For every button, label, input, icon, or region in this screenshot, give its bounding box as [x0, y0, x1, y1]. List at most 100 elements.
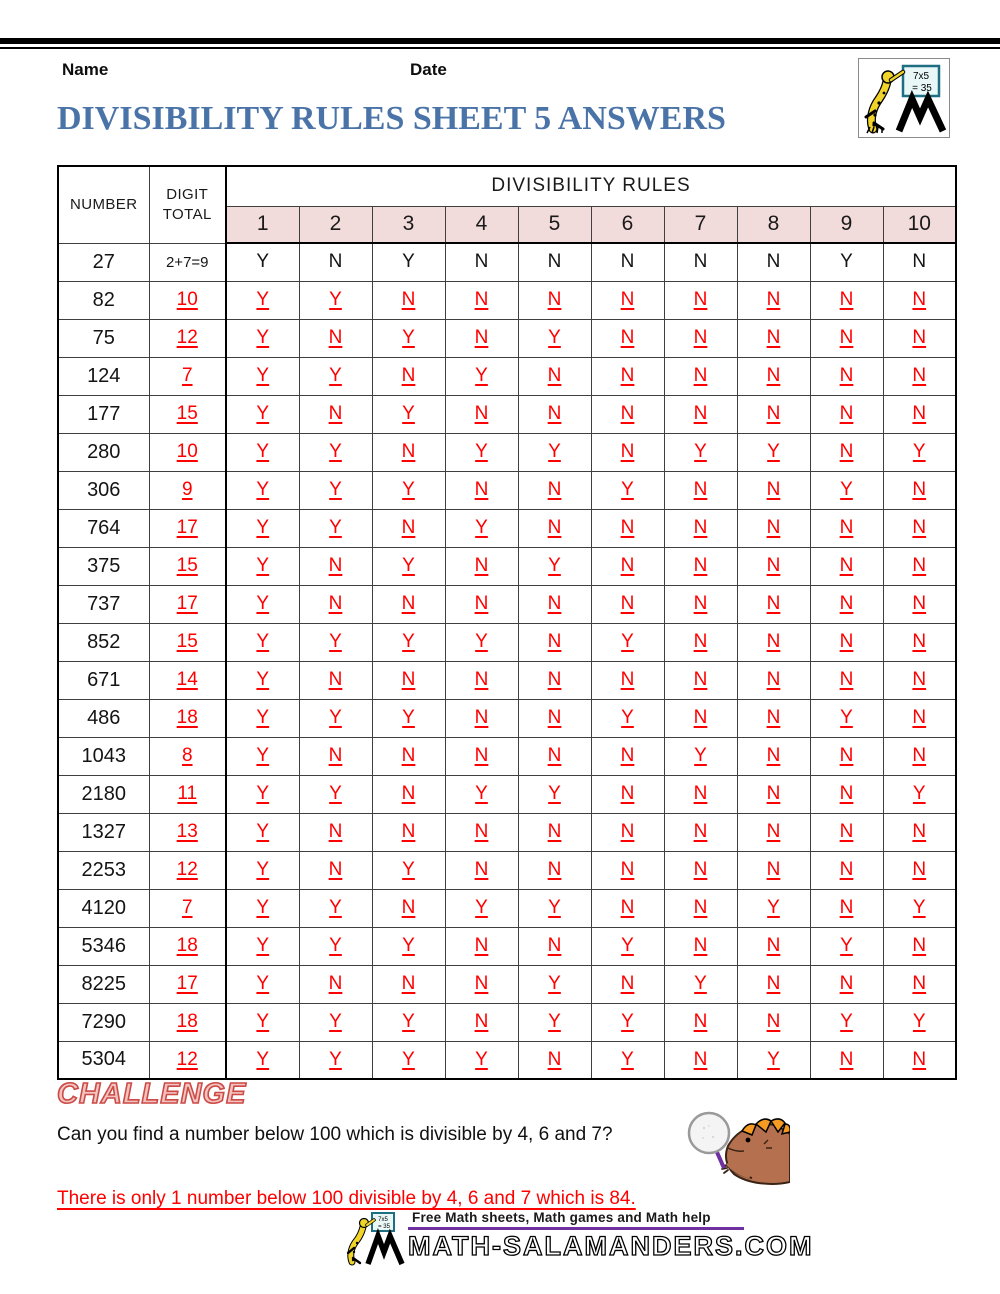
number-cell: 75: [57, 318, 150, 358]
answer-cell: Y: [225, 964, 300, 1004]
answer-cell: N: [590, 964, 665, 1004]
number-column-header: NUMBER: [57, 165, 150, 244]
page-title: DIVISIBILITY RULES SHEET 5 ANSWERS: [57, 100, 726, 137]
answer-cell: Y: [225, 470, 300, 510]
answer-cell: N: [444, 584, 519, 624]
answer-cell: N: [663, 394, 738, 434]
answer-cell: N: [298, 736, 373, 776]
answer-cell: N: [882, 242, 957, 282]
number-cell: 1327: [57, 812, 150, 852]
digit-total-cell: 2+7=9: [148, 242, 227, 282]
rule-column-header: 5: [517, 205, 592, 244]
table-row: 7290 18 Y Y Y N Y Y N N Y Y: [57, 1002, 957, 1042]
answer-cell: N: [444, 850, 519, 890]
footer-board-text-line1: 7x5: [378, 1217, 388, 1223]
answer-cell: N: [882, 470, 957, 510]
answer-cell: N: [371, 812, 446, 852]
answer-cell: Y: [590, 926, 665, 966]
answer-cell: N: [371, 964, 446, 1004]
table-row: 124 7 Y Y N Y N N N N N N: [57, 356, 957, 396]
answer-cell: N: [809, 318, 884, 358]
table-header-row: NUMBER DIGIT TOTAL DIVISIBILITY RULES: [57, 165, 957, 244]
answer-cell: Y: [225, 432, 300, 472]
answer-cell: N: [663, 812, 738, 852]
answer-cell: Y: [590, 622, 665, 662]
answer-cell: N: [882, 546, 957, 586]
number-cell: 306: [57, 470, 150, 510]
answer-cell: N: [809, 394, 884, 434]
salamander-magnifying-glass-icon: [687, 1111, 791, 1185]
answer-cell: Y: [371, 394, 446, 434]
answer-cell: N: [444, 698, 519, 738]
answer-cell: N: [517, 660, 592, 700]
lizard-figure: [720, 1118, 791, 1185]
answer-cell: Y: [298, 774, 373, 814]
answer-cell: N: [371, 584, 446, 624]
answer-cell: Y: [371, 1040, 446, 1080]
rule-column-header: 7: [663, 205, 738, 244]
footer-m-logo-mark: [365, 1228, 405, 1266]
digit-total-cell: 15: [148, 622, 227, 662]
number-cell: 852: [57, 622, 150, 662]
digit-total-cell: 8: [148, 736, 227, 776]
answer-cell: Y: [663, 432, 738, 472]
answer-cell: N: [736, 774, 811, 814]
answer-cell: N: [736, 812, 811, 852]
number-cell: 737: [57, 584, 150, 624]
board-text-line2: = 35: [912, 83, 932, 94]
answer-cell: N: [809, 888, 884, 928]
answer-cell: N: [663, 622, 738, 662]
answer-cell: N: [663, 660, 738, 700]
number-cell: 671: [57, 660, 150, 700]
digit-total-cell: 17: [148, 964, 227, 1004]
answer-cell: Y: [298, 470, 373, 510]
number-cell: 124: [57, 356, 150, 396]
answer-cell: Y: [298, 698, 373, 738]
answer-cell: Y: [371, 622, 446, 662]
answer-cell: Y: [371, 318, 446, 358]
number-cell: 486: [57, 698, 150, 738]
answer-cell: N: [298, 812, 373, 852]
answer-cell: N: [809, 584, 884, 624]
digit-total-cell: 18: [148, 926, 227, 966]
answer-cell: Y: [225, 926, 300, 966]
answer-cell: N: [809, 546, 884, 586]
table-row: 8225 17 Y N N N Y N Y N N N: [57, 964, 957, 1004]
answer-cell: N: [590, 280, 665, 320]
rule-column-header: 4: [444, 205, 519, 244]
answer-cell: N: [517, 698, 592, 738]
answer-cell: N: [590, 850, 665, 890]
answer-cell: Y: [225, 508, 300, 548]
answer-cell: N: [736, 964, 811, 1004]
answer-cell: N: [736, 470, 811, 510]
answer-cell: N: [663, 698, 738, 738]
footer-logo-block: 7x5 = 35 Free Math sheets, Math games an…: [344, 1210, 813, 1268]
salamander-chalkboard-icon: 7x5 = 35: [864, 64, 947, 134]
divisibility-rules-header: DIVISIBILITY RULES: [225, 165, 957, 207]
answer-cell: N: [882, 584, 957, 624]
answer-cell: N: [517, 356, 592, 396]
answer-cell: N: [736, 546, 811, 586]
number-cell: 280: [57, 432, 150, 472]
answer-cell: Y: [225, 774, 300, 814]
digit-total-cell: 18: [148, 698, 227, 738]
answer-cell: N: [882, 660, 957, 700]
table-row: 1327 13 Y N N N N N N N N N: [57, 812, 957, 852]
name-label: Name: [62, 60, 109, 79]
number-cell: 1043: [57, 736, 150, 776]
answer-cell: N: [371, 432, 446, 472]
table-row: 2253 12 Y N Y N N N N N N N: [57, 850, 957, 890]
answer-cell: Y: [663, 964, 738, 1004]
answer-cell: N: [517, 470, 592, 510]
answer-cell: N: [444, 926, 519, 966]
answer-cell: N: [590, 774, 665, 814]
answer-cell: N: [736, 660, 811, 700]
number-cell: 177: [57, 394, 150, 434]
answer-cell: Y: [298, 1040, 373, 1080]
table-row: 737 17 Y N N N N N N N N N: [57, 584, 957, 624]
answer-cell: N: [882, 698, 957, 738]
digit-total-line2: TOTAL: [162, 205, 212, 223]
answer-cell: Y: [225, 280, 300, 320]
number-cell: 2180: [57, 774, 150, 814]
